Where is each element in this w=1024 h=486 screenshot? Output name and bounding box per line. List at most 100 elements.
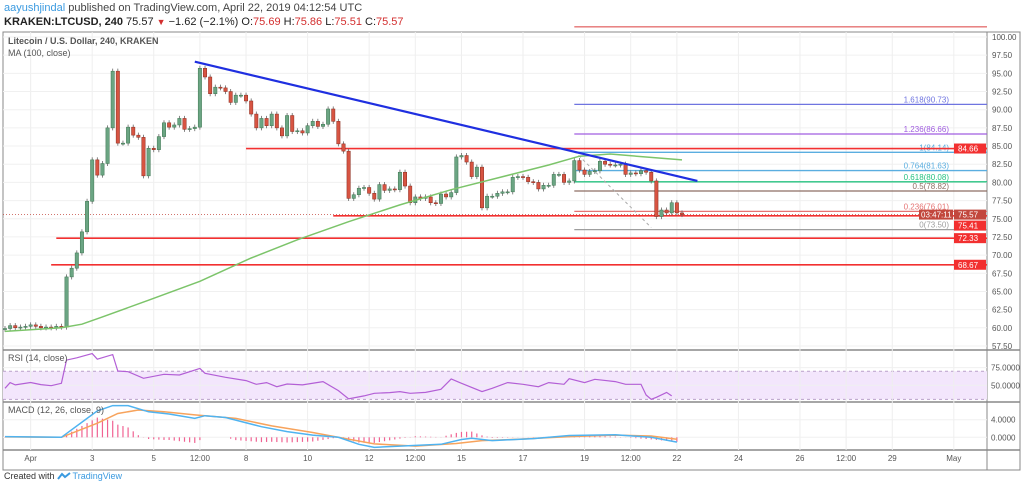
candle-up [485,195,490,209]
fib-level-label: 1.236(86.66) [904,125,950,134]
countdown-badge [919,209,953,220]
author-link[interactable]: aayushjindal [4,2,66,14]
macd-tick-label: 4.0000 [991,416,1016,425]
candle-up [377,184,382,200]
fib-level-label: 1.618(90.73) [904,95,950,104]
candle-down [464,155,469,163]
x-tick-label: 19 [580,454,589,463]
candle-down [280,127,284,137]
candle-down [346,150,351,199]
candle-down [444,193,449,198]
x-tick-label: 3 [90,454,95,463]
y-tick-label: 65.00 [992,287,1013,296]
symbol-info: KRAKEN:LTCUSD, 240 75.57 ▼ −1.62 (−2.1%)… [4,16,404,28]
x-tick-label: 24 [734,454,743,463]
macd-legend: MACD (12, 26, close, 9) [8,405,104,415]
candle-down [577,160,582,171]
level-price-badge [954,220,986,231]
y-tick-label: 87.50 [992,124,1013,133]
candle-up [64,276,69,328]
candle-down [131,126,136,136]
candle-up [23,326,28,328]
candle-down [531,181,536,183]
candle-down [223,87,228,92]
candle-down [336,121,341,145]
candle-down [115,70,120,144]
candle-up [454,156,459,193]
candle-up [438,193,443,204]
candle-down [582,169,587,175]
candle-up [3,328,7,330]
tradingview-link[interactable]: TradingView [72,471,123,481]
level-price-badge [954,143,986,154]
candle-down [315,121,320,127]
candle-up [126,126,131,144]
candle-up [546,185,551,187]
candle-up [192,126,197,129]
candle-up [162,122,166,137]
down-triangle-icon: ▼ [156,17,166,27]
bar-countdown: 03:47:11 [921,211,952,220]
x-tick-label: 17 [519,454,528,463]
candle-up [541,185,546,190]
y-tick-label: 57.50 [992,342,1013,351]
y-tick-label: 67.50 [992,269,1013,278]
close-label: C: [365,16,376,28]
level-price-label: 84.66 [958,145,979,154]
candle-up [356,187,361,196]
candle-down [33,324,38,327]
candle-down [228,91,233,103]
fib-level-label: 0.764(81.63) [904,162,950,171]
macd-line [4,404,678,449]
last-price-label: 75.57 [958,211,979,220]
y-tick-label: 80.00 [992,178,1013,187]
candle-up [172,124,177,128]
candle-up [556,174,561,176]
candle-up [459,155,464,158]
candle-down [408,185,413,204]
last-price: 75.57 [126,16,154,28]
fib-trend-line[interactable] [573,150,652,228]
candle-down [521,176,525,178]
high-value: 75.86 [294,16,323,28]
y-tick-label: 95.00 [992,69,1013,78]
candle-up [572,160,577,182]
candle-up [587,171,592,175]
candle-down [274,113,279,129]
y-tick-label: 70.00 [992,251,1013,260]
x-tick-label: 10 [303,454,312,463]
y-tick-label: 92.50 [992,88,1013,97]
ma-legend: MA (100, close) [8,48,71,58]
x-tick-label: 26 [796,454,805,463]
candle-up [449,192,454,198]
candle-down [300,130,305,134]
candle-up [177,118,182,126]
candle-down [480,166,484,209]
fib-level-label: 0.236(76.01) [904,202,950,211]
candle-down [608,163,613,166]
candle-down [254,113,259,129]
candle-up [639,170,643,174]
candle-up [351,194,356,199]
candle-up [305,125,310,134]
open-value: 75.69 [253,16,281,28]
candle-down [433,202,438,205]
candle-up [515,176,520,178]
candle-up [510,177,515,193]
x-tick-label: 12:00 [190,454,211,463]
candle-down [249,100,254,115]
bearish-trend-line[interactable] [194,60,698,182]
low-label: L: [325,16,335,28]
x-tick-label: 29 [888,454,897,463]
candle-down [562,174,566,183]
candle-down [664,209,669,214]
candle-down [95,159,100,176]
level-price-badge [954,259,986,270]
macd-signal-line [4,409,677,447]
candle-up [238,94,243,97]
created-with-text: Created with [4,471,55,481]
candle-down [151,147,156,150]
candle-up [28,324,33,327]
candle-down [136,134,141,138]
